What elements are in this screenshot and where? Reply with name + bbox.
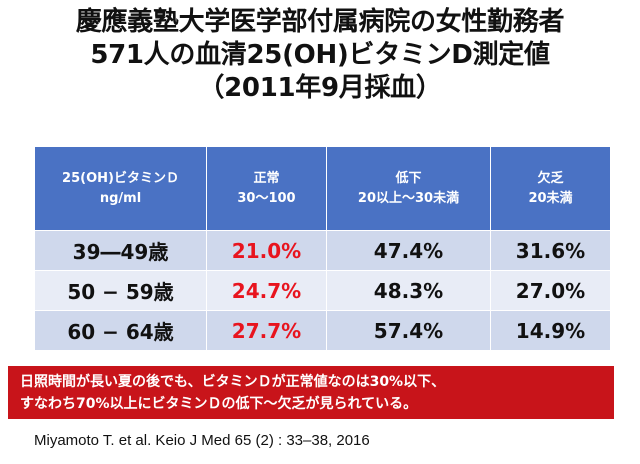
summary-note-box: 日照時間が長い夏の後でも、ビタミンＤが正常値なのは30%以下、 すなわち70%以…	[8, 366, 614, 419]
age-group-cell: 39―49歳	[34, 230, 207, 271]
deficient-percent-cell: 14.9%	[490, 310, 611, 351]
header-low: 低下 20以上〜30未満	[326, 146, 491, 231]
vitamin-d-table: 25(OH)ビタミンＤ ng/ml 正常 30〜100 低下 20以上〜30未満…	[34, 146, 611, 351]
table-row: 39―49歳 21.0% 47.4% 31.6%	[34, 230, 611, 271]
table-row: 50 − 59歳 24.7% 48.3% 27.0%	[34, 270, 611, 311]
table-header-row: 25(OH)ビタミンＤ ng/ml 正常 30〜100 低下 20以上〜30未満…	[34, 146, 611, 231]
low-percent-cell: 48.3%	[326, 270, 491, 311]
header-vitamin-d-range: 25(OH)ビタミンＤ ng/ml	[34, 146, 207, 231]
normal-percent-cell: 24.7%	[206, 270, 327, 311]
deficient-percent-cell: 31.6%	[490, 230, 611, 271]
note-line-2: すなわち70%以上にビタミンＤの低下〜欠乏が見られている。	[20, 396, 418, 412]
age-group-cell: 50 − 59歳	[34, 270, 207, 311]
header-normal: 正常 30〜100	[206, 146, 327, 231]
low-percent-cell: 57.4%	[326, 310, 491, 351]
citation: Miyamoto T. et al. Keio J Med 65 (2) : 3…	[34, 432, 370, 449]
title-line-1: 慶應義塾大学医学部付属病院の女性勤務者	[75, 7, 565, 37]
title-line-2: 571人の血清25(OH)ビタミンD測定値	[90, 40, 550, 70]
normal-percent-cell: 21.0%	[206, 230, 327, 271]
header-deficient: 欠乏 20未満	[490, 146, 611, 231]
age-group-cell: 60 − 64歳	[34, 310, 207, 351]
low-percent-cell: 47.4%	[326, 230, 491, 271]
slide-title: 慶應義塾大学医学部付属病院の女性勤務者 571人の血清25(OH)ビタミンD測定…	[0, 6, 640, 105]
normal-percent-cell: 27.7%	[206, 310, 327, 351]
deficient-percent-cell: 27.0%	[490, 270, 611, 311]
title-line-3: （2011年9月採血）	[198, 73, 442, 103]
note-line-1: 日照時間が長い夏の後でも、ビタミンＤが正常値なのは30%以下、	[20, 374, 446, 390]
table-row: 60 − 64歳 27.7% 57.4% 14.9%	[34, 310, 611, 351]
